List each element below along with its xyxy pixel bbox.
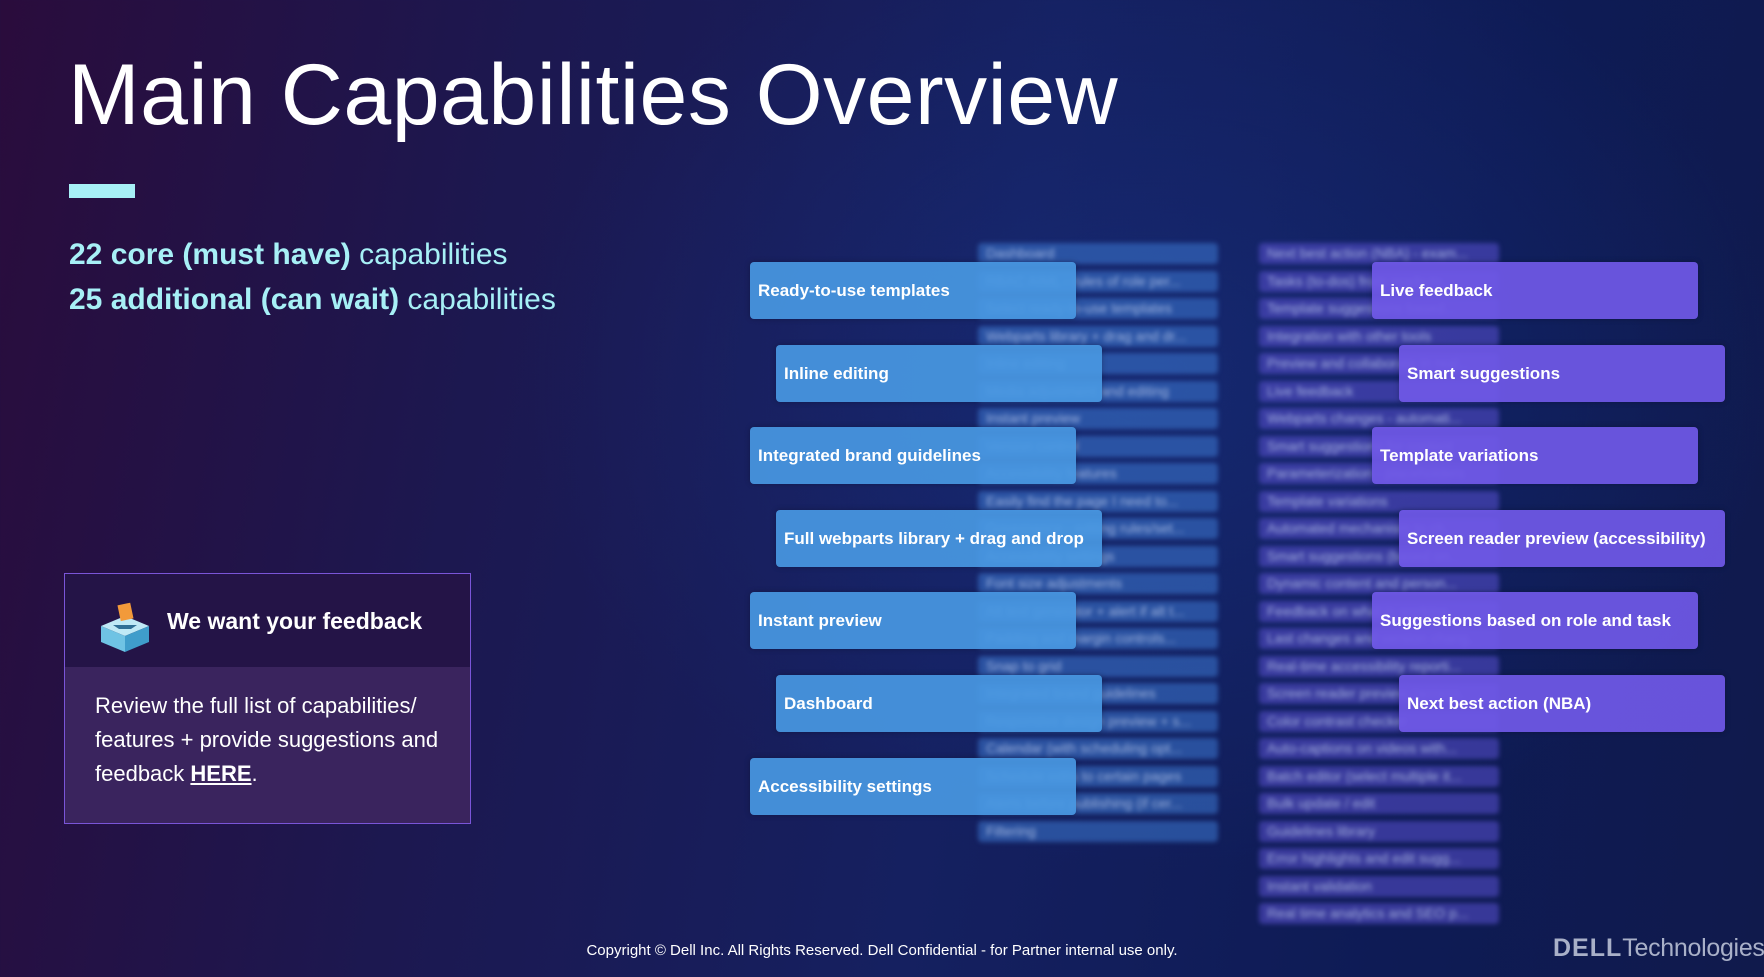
additional-highlight-pill: Smart suggestions [1399, 344, 1725, 402]
additional-highlight-pill: Next best action (NBA) [1399, 675, 1725, 732]
additional-list-item: Real-time accessibility reporti... [1259, 655, 1499, 677]
additional-list-item: Batch editor (select multiple it... [1259, 765, 1499, 787]
core-highlight-pill: Instant preview [750, 592, 1076, 650]
core-highlight-pill: Accessibility settings [750, 757, 1076, 815]
feedback-description: Review the full list of capabilities/ fe… [95, 693, 439, 786]
core-list-item: Filtering [978, 820, 1218, 842]
feedback-card-body: Review the full list of capabilities/ fe… [65, 667, 470, 823]
page-title: Main Capabilities Overview [68, 47, 1119, 143]
additional-count-label: 25 additional (can wait) [69, 283, 400, 316]
additional-list-item: Real time analytics and SEO p... [1259, 903, 1499, 924]
feedback-card-header: We want your feedback [65, 574, 470, 667]
additional-highlight-pill: Live feedback [1372, 262, 1698, 319]
additional-capabilities-count: 25 additional (can wait) capabilities [69, 283, 556, 317]
feedback-period: . [251, 761, 258, 786]
additional-list-item: Instant validation [1259, 875, 1499, 897]
ballot-box-icon [101, 602, 149, 652]
core-highlight-pill: Full webparts library + drag and drop [776, 509, 1102, 567]
dell-technologies-logo: DELLTechnologies [1553, 934, 1764, 963]
additional-list-item: Auto-captions on videos with... [1259, 738, 1499, 759]
feedback-card: We want your feedback Review the full li… [64, 573, 471, 824]
logo-technologies: Technologies [1622, 934, 1764, 962]
title-accent-bar [69, 184, 135, 198]
core-list-item: Easily find the page I need to... [978, 490, 1218, 512]
core-list-item: Webparts library + drag and dr... [978, 325, 1218, 347]
feedback-text: Review the full list of capabilities/ fe… [95, 689, 455, 791]
core-highlight-pill: Dashboard [776, 675, 1102, 732]
copyright-notice: Copyright © Dell Inc. All Rights Reserve… [586, 942, 1178, 959]
additional-list-item: Template variations [1259, 490, 1499, 512]
additional-list-item: Dynamic content and person... [1259, 573, 1499, 594]
core-count-suffix: capabilities [350, 238, 508, 271]
additional-list-item: Next best action (NBA) - exam... [1259, 243, 1499, 264]
core-highlight-pill: Inline editing [776, 344, 1102, 402]
core-capabilities-count: 22 core (must have) capabilities [69, 238, 508, 272]
feedback-here-link[interactable]: HERE [190, 761, 252, 786]
core-list-item: Calendar (with scheduling opt... [978, 738, 1218, 759]
logo-dell: DELL [1553, 934, 1623, 962]
additional-highlight-pill: Screen reader preview (accessibility) [1399, 509, 1725, 567]
additional-list-item: Integration with other tools [1259, 325, 1499, 347]
additional-list-item: Guidelines library [1259, 820, 1499, 842]
additional-list-item: Webparts changes - automati... [1259, 408, 1499, 429]
additional-highlight-pill: Suggestions based on role and task [1372, 592, 1698, 650]
core-list-item: Snap to grid [978, 655, 1218, 677]
core-list-item: Instant preview [978, 408, 1218, 429]
core-highlight-pill: Integrated brand guidelines [750, 427, 1076, 485]
core-list-item: Dashboard [978, 243, 1218, 264]
feedback-title: We want your feedback [167, 608, 423, 634]
additional-list-item: Bulk update / edit [1259, 793, 1499, 814]
additional-count-suffix: capabilities [399, 283, 556, 316]
core-count-label: 22 core (must have) [69, 238, 351, 271]
core-list-item: Font size adjustments [978, 573, 1218, 594]
core-highlight-pill: Ready-to-use templates [750, 262, 1076, 319]
additional-list-item: Error highlights and edit sugg... [1259, 848, 1499, 869]
additional-highlight-pill: Template variations [1372, 427, 1698, 485]
